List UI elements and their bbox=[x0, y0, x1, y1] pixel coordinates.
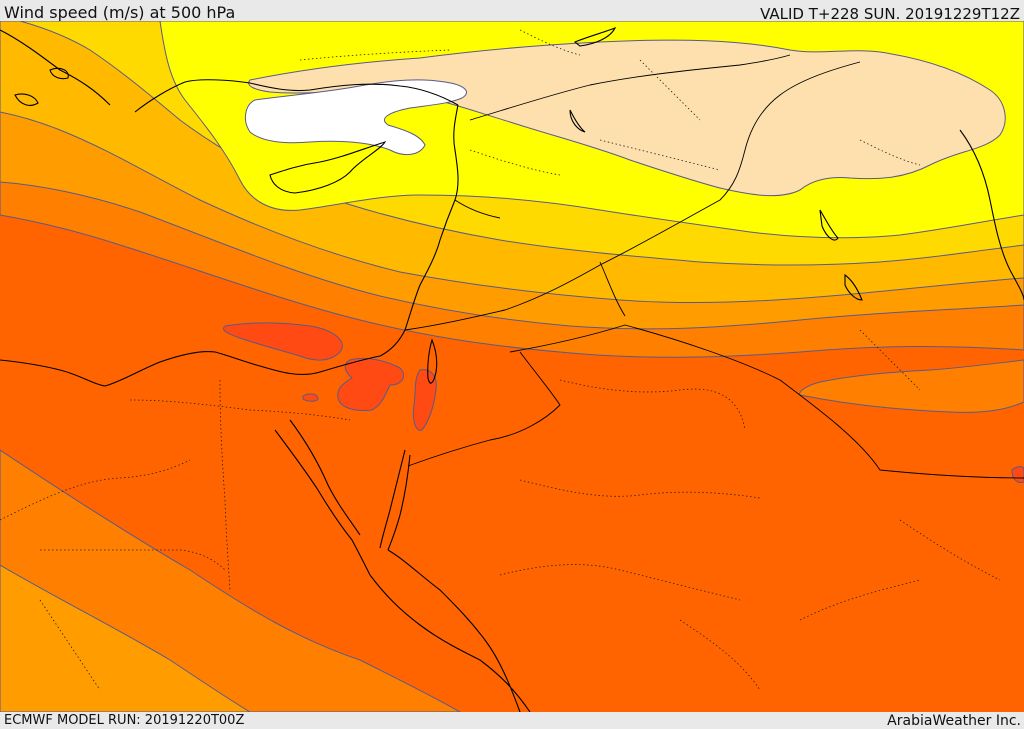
band-red-orange-2 bbox=[337, 357, 405, 411]
valid-time: VALID T+228 SUN. 20191229T12Z bbox=[760, 5, 1020, 23]
band-light-orange-sw bbox=[0, 564, 251, 712]
coastlines bbox=[0, 26, 1024, 712]
band-red-orange-3 bbox=[412, 369, 437, 431]
internal-boundaries bbox=[0, 29, 1001, 691]
wind-speed-map bbox=[0, 21, 1024, 712]
band-red-orange-1 bbox=[223, 322, 343, 361]
band-red-orange-4 bbox=[302, 393, 319, 402]
band-orange-e bbox=[799, 359, 1024, 413]
band-pale-ne bbox=[248, 39, 1006, 197]
borders bbox=[404, 54, 1024, 479]
model-run: ECMWF MODEL RUN: 20191220T00Z bbox=[4, 713, 245, 728]
band-white-calm bbox=[244, 79, 467, 156]
header-bar: Wind speed (m/s) at 500 hPa VALID T+228 … bbox=[0, 0, 1024, 23]
map-title: Wind speed (m/s) at 500 hPa bbox=[4, 3, 236, 22]
credit-text: ArabiaWeather Inc. bbox=[887, 713, 1021, 729]
footer-bar: ECMWF MODEL RUN: 20191220T00Z ArabiaWeat… bbox=[0, 712, 1024, 729]
